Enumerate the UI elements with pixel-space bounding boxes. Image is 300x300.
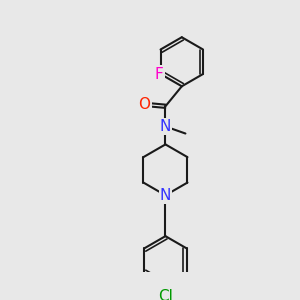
- Text: Cl: Cl: [158, 289, 173, 300]
- Text: F: F: [154, 67, 164, 82]
- Text: N: N: [160, 188, 171, 203]
- Text: O: O: [139, 97, 151, 112]
- Text: N: N: [160, 119, 171, 134]
